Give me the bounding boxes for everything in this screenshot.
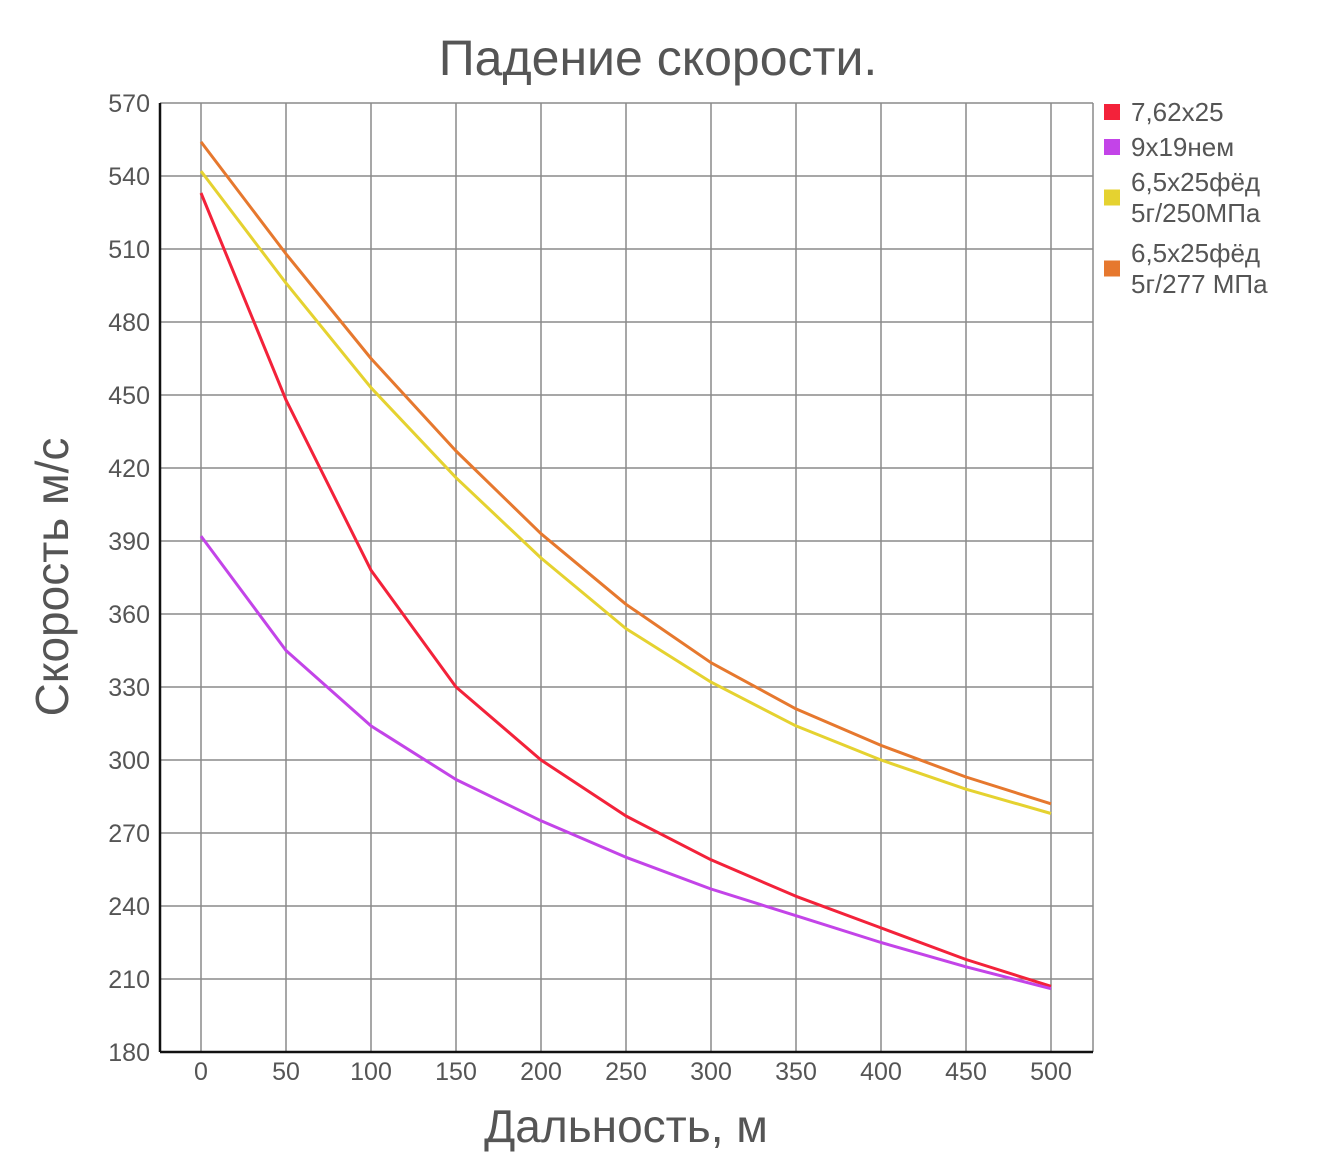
y-tick-label: 210: [108, 966, 150, 994]
chart-title: Падение скорости.: [439, 30, 878, 86]
y-tick-label: 480: [108, 309, 150, 337]
legend-swatch: [1104, 260, 1120, 277]
legend-label: 6,5x25фёд: [1131, 238, 1260, 268]
y-tick-label: 180: [108, 1039, 150, 1067]
legend-label: 9x19нем: [1131, 132, 1234, 162]
y-tick-label: 510: [108, 236, 150, 264]
x-tick-label: 400: [860, 1058, 902, 1086]
y-tick-label: 570: [108, 90, 150, 118]
x-tick-label: 200: [520, 1058, 562, 1086]
x-tick-label: 500: [1030, 1058, 1072, 1086]
y-tick-label: 330: [108, 674, 150, 702]
y-tick-label: 450: [108, 382, 150, 410]
y-tick-labels: 180 210 240 270 300 330 360 390 420 450 480 510 540 5…: [108, 90, 150, 1067]
y-axis-label: Скорость м/с: [26, 438, 78, 717]
x-tick-label: 450: [945, 1058, 987, 1086]
y-tick-label: 270: [108, 820, 150, 848]
x-tick-label: 150: [435, 1058, 477, 1086]
y-tick-label: 390: [108, 528, 150, 556]
y-tick-label: 300: [108, 747, 150, 775]
x-tick-labels: 0 50 100 150 200 250 300 350 400 450 500: [194, 1058, 1072, 1086]
legend-swatch: [1104, 139, 1120, 155]
y-tick-label: 540: [108, 163, 150, 191]
legend-label: 5г/277 МПа: [1131, 269, 1268, 299]
x-tick-label: 0: [194, 1058, 208, 1086]
series: [199, 140, 1052, 991]
legend-swatch: [1104, 189, 1120, 206]
series-line-3: [199, 170, 1052, 815]
legend-label: 7,62x25: [1131, 97, 1224, 127]
axes: [158, 103, 1093, 1054]
legend-item-2: 9x19нем: [1104, 132, 1234, 162]
y-tick-label: 240: [108, 893, 150, 921]
x-axis-label: Дальность, м: [484, 1100, 768, 1152]
legend-item-1: 7,62x25: [1104, 97, 1224, 127]
grid: [160, 102, 1094, 1052]
legend-label: 5г/250МПа: [1131, 198, 1261, 228]
y-tick-label: 360: [108, 601, 150, 629]
series-line-2: [199, 535, 1052, 991]
series-line-4: [199, 140, 1052, 806]
series-line-1: [199, 192, 1052, 988]
x-tick-label: 50: [272, 1058, 300, 1086]
legend: 7,62x259x19нем6,5x25фёд5г/250МПа6,5x25фё…: [1104, 97, 1268, 299]
x-tick-label: 300: [690, 1058, 732, 1086]
y-tick-label: 420: [108, 455, 150, 483]
x-tick-label: 350: [775, 1058, 817, 1086]
x-tick-label: 250: [605, 1058, 647, 1086]
x-tick-label: 100: [350, 1058, 392, 1086]
legend-label: 6,5x25фёд: [1131, 167, 1260, 197]
legend-swatch: [1104, 104, 1120, 120]
